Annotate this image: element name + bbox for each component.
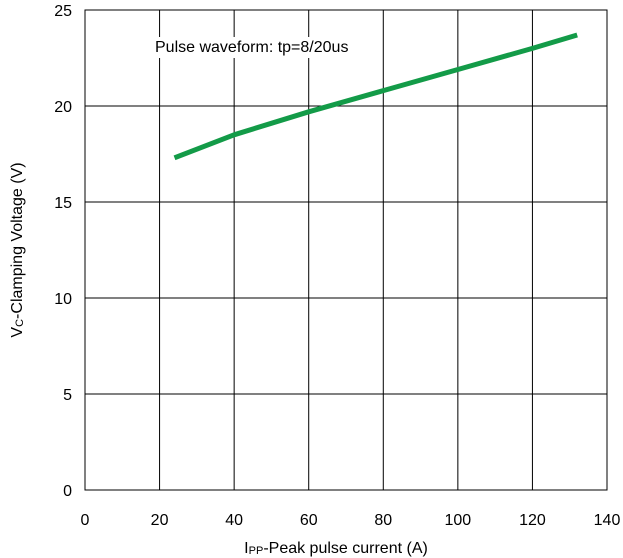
y-tick-label: 25 <box>54 3 72 20</box>
y-axis-label-main: V <box>9 327 26 338</box>
x-tick-label: 40 <box>225 512 243 529</box>
x-axis-label-rest: -Peak pulse current (A) <box>263 540 428 557</box>
x-tick-label: 0 <box>81 512 90 529</box>
x-tick-label: 120 <box>519 512 546 529</box>
series-lines <box>173 32 578 161</box>
x-tick-label: 80 <box>374 512 392 529</box>
y-tick-label: 20 <box>54 99 72 116</box>
y-tick-label: 15 <box>54 195 72 212</box>
clamping-voltage-line <box>173 32 578 161</box>
y-tick-label: 5 <box>63 387 72 404</box>
grid-lines <box>85 10 607 490</box>
y-axis-label-subscript: C <box>14 319 26 327</box>
annotation-background <box>151 37 353 58</box>
x-axis-label: IPP-Peak pulse current (A) <box>244 540 428 557</box>
y-tick-label: 10 <box>54 291 72 308</box>
x-tick-label: 100 <box>445 512 472 529</box>
y-tick-labels: 0 5 10 15 20 25 <box>54 3 72 500</box>
waveform-annotation: Pulse waveform: tp=8/20us <box>155 39 348 56</box>
x-tick-label: 60 <box>300 512 318 529</box>
plot-frame <box>84 9 608 491</box>
x-tick-label: 20 <box>151 512 169 529</box>
y-tick-label: 0 <box>63 483 72 500</box>
x-axis-label-main: I <box>244 540 248 557</box>
y-axis-label: VC-Clamping Voltage (V) <box>9 162 26 337</box>
x-tick-labels: 0 20 40 60 80 100 120 140 <box>81 512 621 529</box>
y-axis-label-rest: -Clamping Voltage (V) <box>9 162 26 319</box>
x-axis-label-subscript: PP <box>249 545 264 557</box>
x-tick-label: 140 <box>594 512 621 529</box>
